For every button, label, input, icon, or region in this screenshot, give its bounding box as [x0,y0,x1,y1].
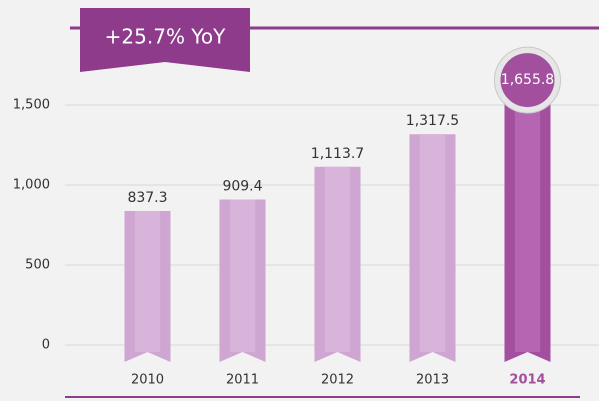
value-label: 1,655.8 [501,72,554,88]
bar-stripe [229,199,256,352]
x-tick-label: 2014 [509,373,545,388]
y-tick-label: 500 [25,258,50,273]
value-label: 837.3 [127,190,167,206]
y-tick-label: 1,500 [13,98,50,113]
bar-stripe [134,211,161,352]
y-tick-label: 0 [42,338,50,353]
x-tick-label: 2011 [226,373,259,388]
x-tick-label: 2013 [416,373,449,388]
value-label: 1,317.5 [406,113,459,129]
bar-stripe [324,166,351,352]
plot: 0 500 1,000 1,500 837.3 2010 909.4 2011 1,113.7 2… [13,46,599,388]
value-label: 909.4 [222,178,262,194]
value-label: 1,113.7 [311,146,364,162]
annotation-banner [80,8,250,72]
badge [500,53,555,108]
bar-stripe [419,134,446,352]
bar-stripe [514,80,541,353]
y-tick-label: 1,000 [13,178,50,193]
x-tick-label: 2012 [321,373,354,388]
x-tick-label: 2010 [131,373,164,388]
annotation: +25.7% YoY [105,25,226,49]
